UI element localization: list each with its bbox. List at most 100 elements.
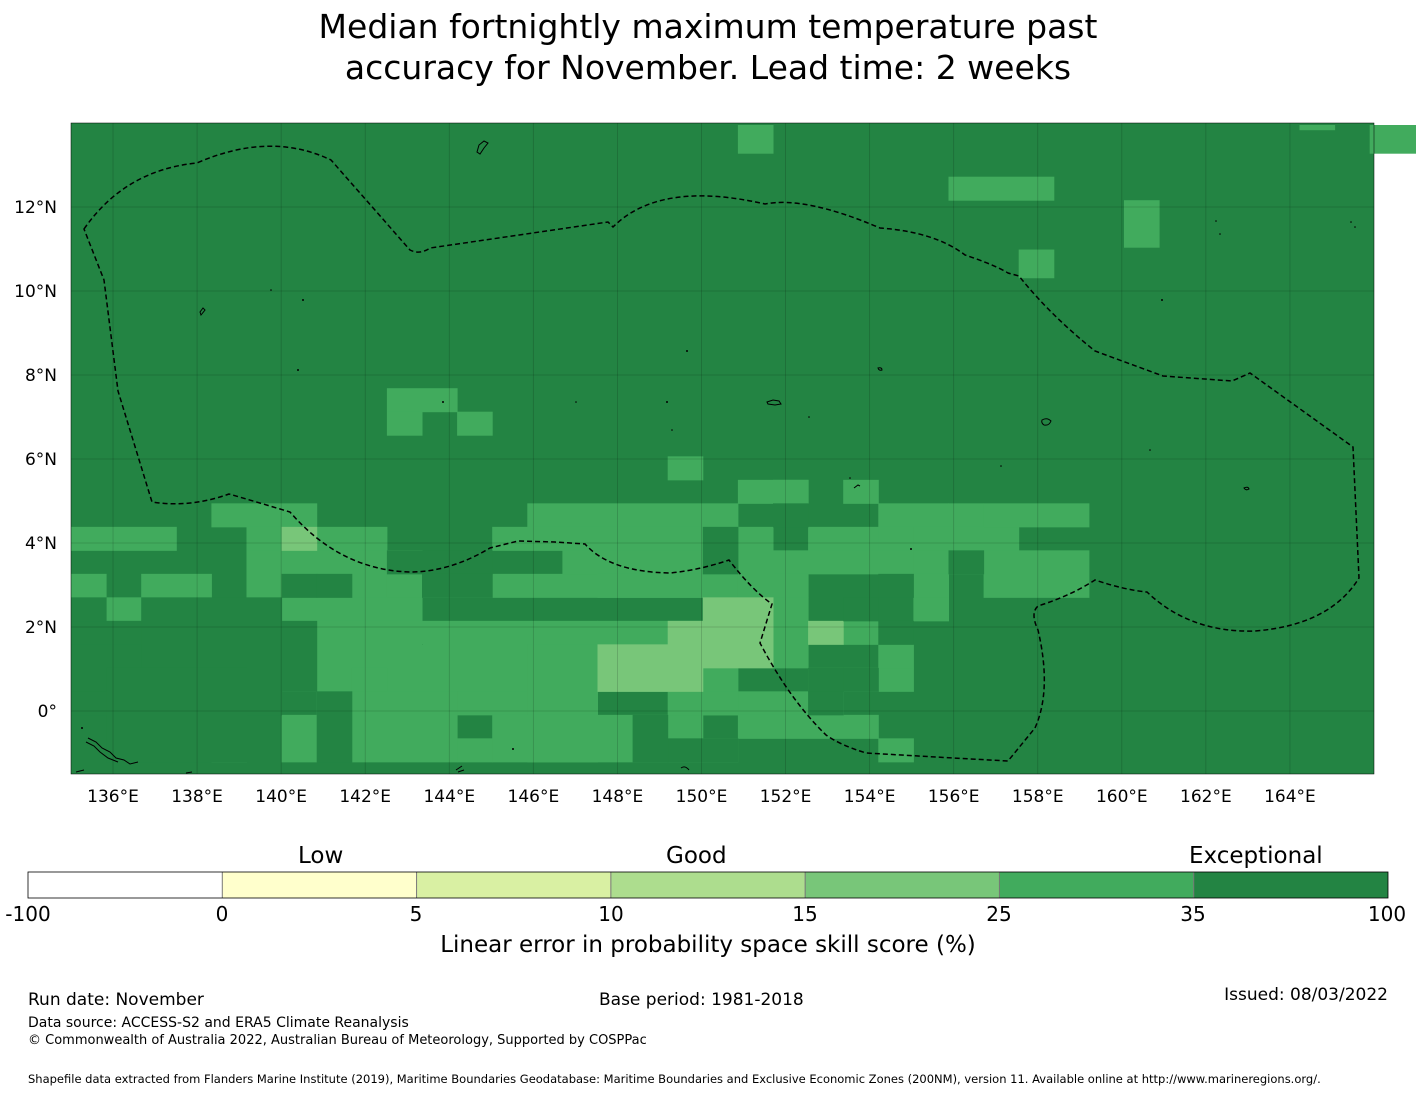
lon-tick-label: 158°E: [1012, 787, 1064, 807]
atoll: [666, 401, 668, 403]
skill-cell: [281, 573, 318, 598]
skill-cell: [71, 597, 107, 622]
colorbar-segment: [805, 872, 1000, 898]
colorbar-segment: [610, 872, 806, 898]
island-kapinga: [680, 766, 690, 771]
island-chuuk: [766, 399, 782, 406]
colorbar-segment: [1193, 872, 1388, 898]
data-source: Data source: ACCESS-S2 and ERA5 Climate …: [28, 1015, 409, 1031]
island-dots: [81, 220, 1356, 750]
run-date: Run date: November: [28, 990, 204, 1010]
colorbar-tick: 15: [792, 902, 818, 926]
coast-new-guinea: [75, 737, 139, 773]
lon-tick-label: 154°E: [844, 787, 896, 807]
title-line-1: Median fortnightly maximum temperature p…: [318, 7, 1098, 46]
skill-cell: [316, 573, 353, 598]
atoll: [512, 748, 514, 750]
skill-cell: [106, 667, 247, 763]
skill-cell: [702, 597, 774, 669]
eez-boundary: [83, 145, 1360, 762]
skill-cell: [878, 738, 914, 763]
skill-cell: [702, 526, 739, 575]
coastlines: [75, 140, 1250, 774]
skill-cell: [597, 573, 809, 598]
skill-cell: [1369, 125, 1416, 154]
skill-cell: [1018, 249, 1055, 279]
lon-tick-label: 144°E: [423, 787, 475, 807]
colorbar-title: Linear error in probability space skill …: [440, 932, 976, 958]
lon-tick-label: 146°E: [508, 787, 560, 807]
skill-cell: [386, 411, 423, 436]
skill-cell: [351, 667, 388, 692]
skill-cell: [808, 620, 844, 645]
skill-cell: [1124, 200, 1160, 248]
skill-cell: [773, 479, 809, 504]
skill-cell: [737, 714, 879, 739]
colorbar-tick: 10: [598, 902, 624, 926]
skill-cell: [667, 691, 739, 716]
skill-cell: [808, 667, 844, 692]
island-guam: [476, 140, 489, 155]
lon-tick-label: 142°E: [339, 787, 391, 807]
lon-tick-label: 160°E: [1096, 787, 1148, 807]
atoll: [1219, 233, 1221, 235]
atoll: [302, 299, 304, 301]
lon-tick-label: 136°E: [87, 787, 139, 807]
skill-cell: [948, 503, 985, 528]
skill-cell: [106, 597, 142, 622]
lon-tick-label: 140°E: [255, 787, 307, 807]
map-panel: [70, 122, 1416, 775]
skill-cell: [632, 714, 669, 763]
issued-date: Issued: 08/03/2022: [1224, 985, 1388, 1005]
lat-tick-label: 8°N: [25, 366, 57, 386]
skill-cell: [492, 526, 739, 551]
colorbar-tick: -100: [5, 902, 51, 926]
atoll: [1161, 299, 1163, 301]
colorbar-frame: [27, 871, 1389, 899]
atoll: [910, 548, 912, 550]
skill-cell: [1299, 125, 1336, 131]
atoll: [849, 477, 851, 479]
skill-cell: [948, 550, 985, 575]
lat-tick-label: 10°N: [14, 282, 57, 302]
lon-tick-label: 156°E: [928, 787, 980, 807]
copyright: © Commonwealth of Australia 2022, Austra…: [28, 1033, 647, 1048]
skill-cells: [71, 125, 1416, 763]
atoll: [575, 401, 577, 403]
skill-cell: [843, 667, 879, 692]
skill-cell: [843, 620, 879, 645]
lon-tick-label: 164°E: [1264, 787, 1316, 807]
atoll: [81, 727, 83, 729]
axis-labels: 136°E 138°E 140°E 142°E 144°E 146°E 148°E 150°E…: [14, 198, 1316, 807]
island-nukuoro: [853, 484, 861, 489]
category-label-exceptional: Exceptional: [1189, 843, 1323, 869]
atoll: [1215, 220, 1217, 222]
atoll: [1000, 465, 1002, 467]
lon-tick-label: 150°E: [676, 787, 728, 807]
atoll: [671, 429, 673, 431]
skill-cell: [422, 573, 493, 598]
colorbar-tick: 35: [1180, 902, 1206, 926]
skill-cell: [422, 644, 423, 645]
skill-cell: [773, 550, 914, 575]
skill-cell: [913, 597, 949, 622]
colorbar-tick: 25: [986, 902, 1012, 926]
lat-tick-label: 0°: [38, 702, 57, 722]
atoll: [1149, 449, 1151, 451]
skill-cell: [983, 550, 1090, 598]
atoll: [297, 369, 299, 371]
lat-tick-label: 2°N: [25, 618, 57, 638]
island-pingelap: [877, 367, 883, 371]
skill-cell: [71, 620, 142, 645]
lat-tick-label: 4°N: [25, 534, 57, 554]
skill-cell: [316, 691, 353, 763]
atoll: [1350, 221, 1352, 223]
atoll: [442, 401, 444, 403]
skill-cell: [492, 714, 634, 763]
skill-cell: [773, 597, 809, 669]
colorbar-tick: 0: [215, 902, 229, 926]
skill-cell: [878, 644, 914, 669]
skill-cell: [457, 738, 493, 763]
skill-cell: [913, 550, 949, 575]
